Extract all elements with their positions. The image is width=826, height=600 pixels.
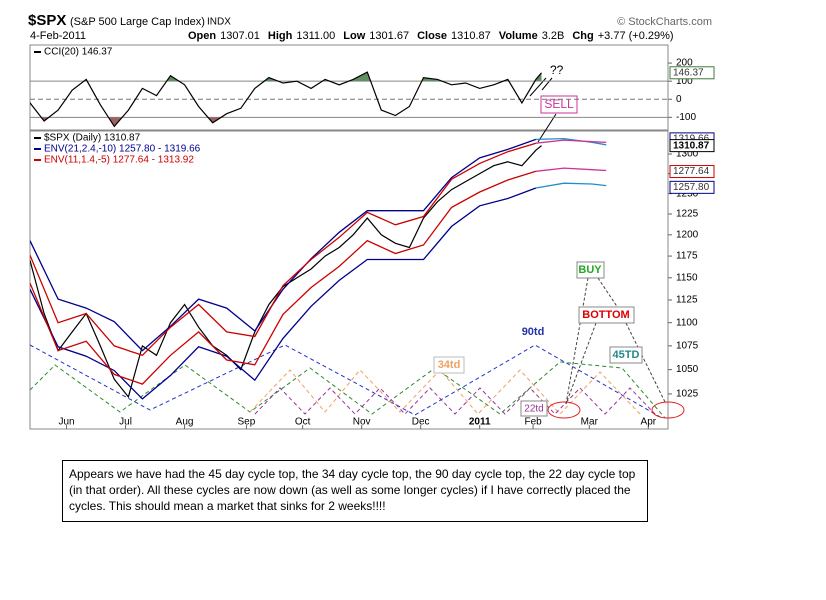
- series-line: [30, 71, 542, 128]
- quote-value: 1311.00: [296, 30, 335, 42]
- bottom-box: [578, 306, 635, 324]
- cycle-22: [254, 387, 656, 415]
- legend-label: ENV(11,1.4,-5) 1277.64 - 1313.92: [44, 155, 194, 166]
- cycle-34-label: 34td: [438, 359, 461, 371]
- x-tick-label: Jun: [58, 417, 74, 428]
- envelope-projection: [535, 167, 607, 172]
- buy-box: [576, 261, 605, 279]
- plot: [30, 71, 668, 128]
- x-tick-label: Apr: [641, 417, 657, 428]
- buy: BUY: [578, 264, 602, 276]
- question-pointer: [541, 77, 553, 91]
- cycle-90: [30, 344, 663, 419]
- box: [520, 400, 548, 417]
- pointer: [565, 277, 589, 405]
- legend-label: ENV(21,2.4,-10) 1257.80 - 1319.66: [44, 144, 201, 155]
- cycle-45: [30, 361, 666, 419]
- circle: [547, 401, 581, 419]
- date: 4-Feb-2011: [30, 30, 86, 42]
- sell: SELL: [544, 97, 574, 111]
- symbol: $SPX: [28, 12, 66, 29]
- cycle-22-label: 22td: [524, 404, 543, 415]
- quote-label: Chg: [572, 30, 593, 42]
- y-tick-label: 1300: [676, 149, 699, 160]
- envelope-projection: [535, 139, 607, 144]
- copyright: © StockCharts.com: [617, 16, 712, 28]
- envelope-line: [30, 142, 537, 357]
- circle: [651, 401, 685, 419]
- envelope-line: [30, 170, 537, 385]
- envelope-projection: [535, 182, 607, 189]
- value-box-label: 1319.66: [673, 134, 710, 145]
- quote-label: Low: [343, 30, 365, 42]
- x-tick-label: Aug: [176, 417, 194, 428]
- value-box: [669, 139, 715, 153]
- quote-value: +3.77 (+0.29%): [598, 30, 674, 42]
- x-tick-label: 2011: [469, 417, 491, 428]
- sell-box: [540, 95, 578, 114]
- bottom: BOTTOM: [582, 309, 629, 321]
- envelope-line: [30, 138, 537, 352]
- y-tick-label: 1225: [676, 209, 699, 220]
- note: Appears we have had the 45 day cycle top…: [62, 460, 648, 522]
- plot: [30, 137, 607, 400]
- quote-value: 1310.87: [451, 30, 491, 42]
- value-box-label: 1310.87: [673, 140, 710, 151]
- y-tick-label: 200: [676, 58, 693, 69]
- chart: $SPX (S&P 500 Large Cap Index) INDX © St…: [28, 12, 715, 430]
- legend-label: CCI(20) 146.37: [44, 47, 113, 58]
- exchange: INDX: [207, 17, 231, 28]
- pointer: [565, 322, 597, 405]
- quote-label: Open: [188, 30, 216, 42]
- x-tick-label: Dec: [412, 417, 430, 428]
- cycle-45-label: 45TD: [613, 349, 640, 361]
- x-tick-label: Oct: [295, 417, 311, 428]
- y-tick-label: 1100: [676, 317, 698, 328]
- value-box: [669, 66, 715, 80]
- value-box: [669, 165, 715, 179]
- box: [433, 356, 465, 374]
- cci-panel: [29, 44, 669, 131]
- cycle-90-label: 90td: [522, 326, 545, 338]
- value-box-label: 1257.80: [673, 182, 710, 193]
- y-tick-label: 1150: [676, 272, 698, 283]
- x-tick-label: Jul: [119, 417, 132, 428]
- envelope-line: [30, 187, 537, 400]
- y-tick-label: 100: [676, 76, 693, 87]
- x-tick-label: Feb: [524, 417, 542, 428]
- sell-pointer: [537, 113, 557, 143]
- pointer: [625, 322, 667, 405]
- quote-value: 1307.01: [220, 30, 260, 42]
- price-panel: [29, 130, 669, 430]
- y-tick-label: -100: [676, 112, 696, 123]
- quote-value: 1301.67: [369, 30, 409, 42]
- box: [609, 346, 643, 364]
- value-box: [669, 180, 715, 194]
- quote-label: High: [268, 30, 293, 42]
- value-box-label: 146.37: [673, 67, 704, 78]
- y-tick-label: 0: [676, 94, 682, 105]
- x-tick-label: Sep: [238, 417, 256, 428]
- series-line: [30, 145, 542, 399]
- pointer-lines: [565, 277, 667, 405]
- cycle-34: [249, 369, 641, 415]
- value-box-label: 1277.64: [673, 166, 710, 177]
- x-tick-label: Nov: [353, 417, 371, 428]
- legend-label: $SPX (Daily) 1310.87: [44, 133, 141, 144]
- y-tick-label: 1200: [676, 229, 699, 240]
- quote-label: Volume: [499, 30, 538, 42]
- y-tick-label: 1025: [676, 389, 699, 400]
- y-tick-label: 1075: [676, 340, 699, 351]
- x-tick-label: Mar: [581, 417, 599, 428]
- y-tick-label: 1125: [676, 295, 698, 306]
- quote-label: Close: [417, 30, 447, 42]
- y-tick-label: 1050: [676, 364, 699, 375]
- index-name: (S&P 500 Large Cap Index): [70, 16, 205, 28]
- quote-value: 3.2B: [542, 30, 565, 42]
- question: ??: [550, 63, 564, 77]
- y-tick-label: 1175: [676, 251, 698, 262]
- pointer: [597, 277, 619, 309]
- quote: Open 1307.01 High 1311.00 Low 1301.67 Close 131…: [188, 30, 674, 42]
